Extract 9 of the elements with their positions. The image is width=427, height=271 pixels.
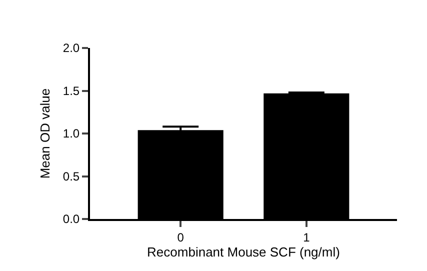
x-axis-title: Recombinant Mouse SCF (ng/ml) — [147, 244, 340, 260]
y-tick-label: 0.0 — [62, 212, 80, 226]
y-tick-label: 0.5 — [62, 169, 80, 184]
y-tick-label: 2.0 — [62, 41, 80, 56]
y-axis-title: Mean OD value — [37, 88, 52, 179]
x-tick-label: 0 — [177, 230, 184, 244]
y-tick-label: 1.0 — [62, 126, 80, 141]
x-tick-label: 1 — [303, 230, 310, 244]
y-tick-label: 1.5 — [62, 84, 80, 98]
